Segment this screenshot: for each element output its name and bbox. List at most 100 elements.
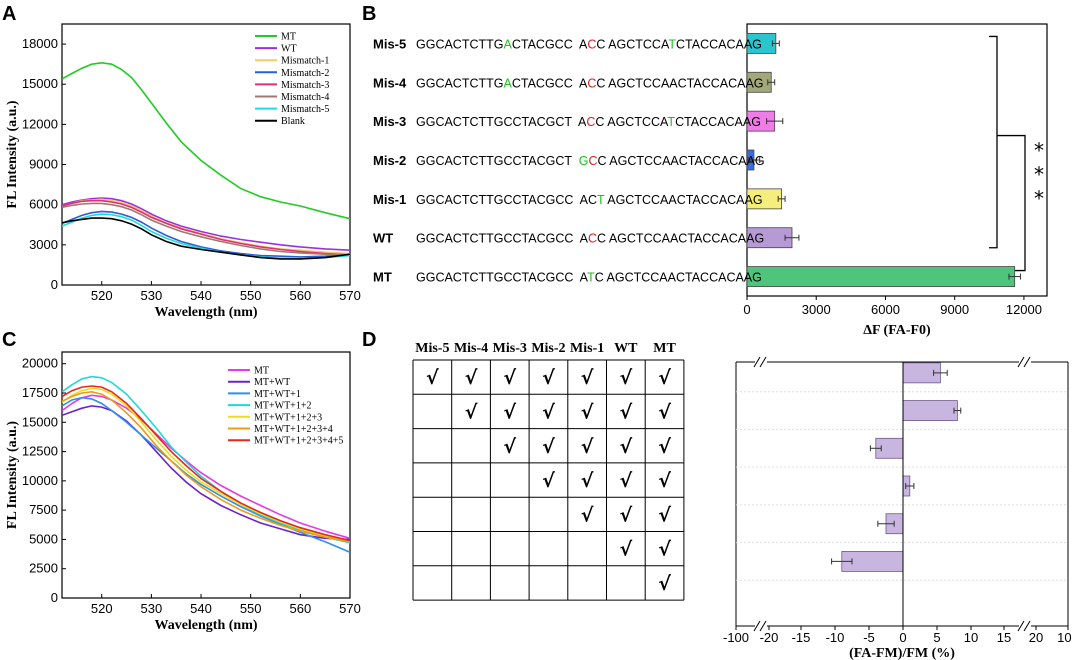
sequence-row-label: Mis-2	[373, 153, 406, 168]
bracket-mt	[997, 134, 1026, 272]
sequence-segment: C AGCTCCAACTACCACAAG	[597, 232, 764, 246]
check-mark: √	[581, 401, 594, 423]
x-tick-label: 520	[91, 288, 113, 303]
y-axis-title: FL Intensity (a.u.)	[5, 421, 20, 529]
sequence-row-label: Mis-4	[373, 75, 407, 90]
legend-label: WT	[281, 44, 297, 55]
table-header-mis-5: Mis-5	[415, 341, 449, 356]
x-tick-label: 520	[91, 601, 113, 616]
sequence-segment: CTACCACAAG	[676, 37, 762, 51]
sequence-text: GGCACTCTTGCCTACGCC ATC AGCTCCAACTACCACAA…	[416, 271, 762, 285]
legend-label: Mismatch-1	[281, 56, 329, 67]
table-header-wt: WT	[614, 341, 638, 356]
x-tick-label: 100	[1057, 630, 1072, 645]
legend-label: MT	[281, 32, 296, 43]
check-mark: √	[620, 470, 633, 492]
check-mark: √	[503, 436, 516, 458]
check-mark: √	[542, 401, 555, 423]
sequence-segment: CTACCACAAG	[675, 115, 761, 129]
sequence-segment: C	[587, 37, 596, 51]
y-tick-label: 0	[51, 277, 58, 292]
sequence-segment: A	[579, 76, 588, 90]
panel-label-c: C	[2, 329, 16, 351]
x-tick-label: 5	[933, 630, 940, 645]
x-tick-label: 15	[997, 630, 1011, 645]
y-tick-label: 9000	[29, 157, 58, 172]
sequence-text: GGCACTCTTGACTACGCC ACC AGCTCCATCTACCACAA…	[416, 37, 762, 51]
x-tick-label: 570	[339, 288, 361, 303]
table-header-mis-1: Mis-1	[570, 341, 604, 356]
sequence-segment: A	[579, 37, 588, 51]
sequence-segment: GGCACTCTTGCCTACGCT	[416, 154, 579, 168]
check-mark: √	[658, 470, 671, 492]
sequence-text: GGCACTCTTGCCTACGCT GCC AGCTCCAACTACCACAA…	[416, 154, 765, 168]
table-header-mt: MT	[653, 341, 676, 356]
x-tick-label: 9000	[940, 302, 969, 317]
x-tick-label: 530	[141, 601, 163, 616]
table-header-mis-2: Mis-2	[531, 341, 565, 356]
x-tick-label: 550	[240, 288, 262, 303]
series-line-wt	[62, 197, 350, 251]
check-mark: √	[503, 367, 516, 389]
axis-break-mark	[1017, 356, 1025, 368]
axis-break-mark	[753, 620, 761, 632]
bar-1	[902, 400, 958, 421]
series-line-mismatch-4	[62, 202, 350, 256]
y-tick-label: 10000	[22, 473, 58, 488]
axis-break-mark	[753, 356, 761, 368]
check-mark: √	[581, 470, 594, 492]
check-mark: √	[620, 504, 633, 526]
panel-label-d: D	[362, 329, 376, 351]
check-mark: √	[581, 504, 594, 526]
sequence-segment: A	[504, 37, 513, 51]
significance-star: *	[1034, 139, 1044, 163]
sequence-segment: C AGCTCCA	[595, 115, 669, 129]
check-mark: √	[658, 539, 671, 561]
y-tick-label: 12500	[22, 444, 58, 459]
sequence-segment: G	[579, 154, 589, 168]
axis-break-gap	[755, 358, 767, 366]
axis-break-mark	[1017, 620, 1025, 632]
series-line-blank	[62, 217, 350, 260]
x-tick-label: 570	[339, 601, 361, 616]
sequence-segment: C AGCTCCAACTACCACAAG	[595, 271, 762, 285]
x-tick-label: 550	[240, 601, 262, 616]
plot-frame	[61, 351, 351, 599]
legend-label: Mismatch-3	[281, 80, 329, 91]
sequence-segment: A	[578, 115, 587, 129]
panel-label-b: B	[362, 3, 376, 25]
y-tick-label: 5000	[29, 531, 58, 546]
sequence-segment: GGCACTCTTG	[416, 76, 504, 90]
sequence-segment: GGCACTCTTGCCTACGCC	[416, 271, 580, 285]
sequence-segment: C	[586, 115, 595, 129]
legend-label: Mismatch-2	[281, 68, 329, 79]
x-tick-label: -10	[826, 630, 845, 645]
legend-label: MT+WT+1+2	[254, 401, 311, 412]
x-tick-label: 10	[964, 630, 978, 645]
sequence-segment: GGCACTCTTGCCTACGCT	[416, 115, 578, 129]
table-d: Mis-5 Mis-4 Mis-3 Mis-2 Mis-1 WT MT √ √ √ √ √ √ √ √ √ √ √…	[412, 341, 685, 601]
legend-label: MT+WT	[254, 377, 290, 388]
sequence-segment: CTACGCC	[512, 37, 579, 51]
x-tick-label: 0	[899, 630, 906, 645]
sequence-segment: CTACGCC	[512, 76, 579, 90]
sequence-segment: T	[587, 271, 595, 285]
check-mark: √	[581, 436, 594, 458]
sequence-segment: A	[504, 76, 513, 90]
x-tick-label: -20	[760, 630, 779, 645]
sequence-segment: A	[580, 271, 589, 285]
legend-label: MT+WT+1+2+3+4+5	[254, 436, 343, 447]
sequence-segment: A	[580, 232, 589, 246]
axis-break-gap	[1019, 358, 1031, 366]
y-tick-label: 12000	[22, 116, 58, 131]
check-mark: √	[503, 401, 516, 423]
x-tick-label: 6000	[871, 302, 900, 317]
y-tick-label: 3000	[29, 237, 58, 252]
table-header-mis-3: Mis-3	[493, 341, 527, 356]
sequence-segment: C	[588, 232, 597, 246]
check-mark: √	[426, 367, 439, 389]
chart-a: 520 530 540 550 560 570 0 3000 6000 9000 12000 1500…	[5, 23, 361, 320]
axis-break-mark	[759, 620, 767, 632]
